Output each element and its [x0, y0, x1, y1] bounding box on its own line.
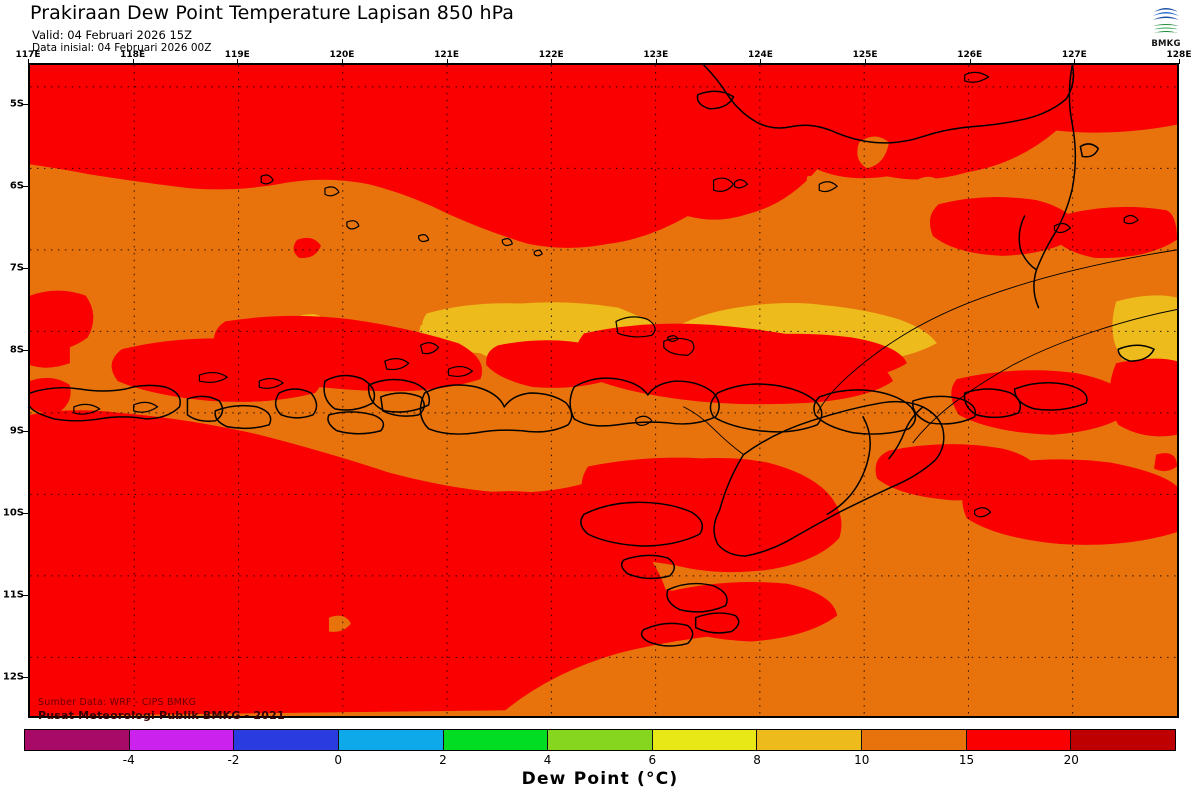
colorbar-segment[interactable] [548, 730, 653, 750]
initial-time-label: Data inisial: 04 Februari 2026 00Z [32, 42, 212, 54]
colorbar-tick-label: 6 [648, 753, 657, 767]
colorbar-tick-label: 10 [854, 753, 870, 767]
x-axis-tick-label: 125E [852, 50, 878, 60]
x-axis-tick-label: 117E [15, 50, 41, 60]
contour-fill-layer [30, 65, 1177, 716]
x-axis-tick [865, 59, 867, 64]
y-axis-tick-label: 10S [2, 507, 24, 519]
x-axis-tick [1074, 59, 1076, 64]
y-axis-tick [22, 431, 28, 433]
colorbar-segment[interactable] [652, 730, 758, 750]
colorbar-tick-label: 15 [958, 753, 975, 767]
y-axis-tick-label: 6S [9, 180, 24, 192]
x-axis-tick [1179, 59, 1180, 64]
x-axis-tick-label: 127E [1061, 50, 1087, 60]
x-axis-tick [341, 59, 343, 64]
colorbar-tick-label: 4 [543, 753, 552, 767]
x-axis-tick-label: 120E [329, 50, 355, 60]
x-axis-tick [446, 59, 448, 64]
colorbar[interactable] [24, 729, 1176, 751]
colorbar-segment[interactable] [862, 730, 967, 750]
y-axis-tick-label: 8S [9, 344, 24, 356]
colorbar-tick-label: -2 [227, 753, 240, 767]
y-axis-tick [22, 267, 28, 269]
colorbar-title: Dew Point (°C) [521, 769, 679, 789]
x-axis-tick-label: 121E [434, 50, 459, 60]
x-axis-tick [551, 59, 553, 64]
colorbar-tick-label: 8 [753, 753, 761, 767]
colorbar-segment[interactable] [757, 730, 863, 750]
x-axis-tick-label: 128E [1166, 50, 1192, 60]
y-axis-tick-label: 5S [9, 98, 24, 110]
x-axis-tick [760, 59, 762, 64]
y-axis-tick [22, 185, 28, 187]
bmkg-logo-icon [1151, 3, 1181, 37]
y-axis-tick-label: 9S [9, 425, 24, 437]
x-axis-tick [969, 59, 971, 64]
x-axis-tick-label: 123E [643, 50, 669, 60]
y-axis-tick [22, 349, 28, 351]
bmkg-logo: BMKG [1140, 3, 1192, 55]
dew-point-map[interactable] [28, 63, 1179, 718]
x-axis-tick [237, 59, 239, 64]
colorbar-segment[interactable] [443, 730, 549, 750]
x-axis-tick-label: 119E [224, 50, 250, 60]
colorbar-segment[interactable] [129, 730, 235, 750]
y-axis-tick-label: 12S [2, 671, 24, 683]
colorbar-tick-label: -4 [122, 753, 135, 767]
y-axis-tick-label: 11S [2, 589, 24, 601]
y-axis-tick [22, 103, 28, 105]
colorbar-segment[interactable] [966, 730, 1072, 750]
y-axis-tick [22, 677, 28, 679]
x-axis-tick-label: 126E [957, 50, 983, 60]
page-title: Prakiraan Dew Point Temperature Lapisan … [30, 2, 515, 24]
x-axis-tick-label: 122E [538, 50, 564, 60]
x-axis-tick-label: 124E [747, 50, 773, 60]
coastlines [30, 65, 1177, 647]
y-axis-tick [22, 595, 28, 597]
x-axis-tick [132, 59, 134, 64]
colorbar-tick-label: 0 [334, 753, 342, 767]
data-source-credit: Sumber Data: WRF - CIPS BMKG [38, 697, 197, 708]
valid-time-label: Valid: 04 Februari 2026 15Z [32, 28, 192, 42]
colorbar-segment[interactable] [234, 730, 339, 750]
x-axis-tick [655, 59, 657, 64]
map-canvas [30, 65, 1177, 716]
owner-credit: Pusat Meteorologi Publik BMKG - 2021 [38, 709, 285, 722]
colorbar-segment[interactable] [338, 730, 444, 750]
map-gridlines [30, 65, 1177, 716]
bmkg-logo-label: BMKG [1151, 39, 1181, 49]
colorbar-tick-label: 2 [439, 753, 447, 767]
colorbar-tick-label: 20 [1063, 753, 1079, 767]
x-axis-tick-label: 118E [120, 50, 146, 60]
y-axis-tick-label: 7S [9, 262, 24, 274]
x-axis-tick [28, 59, 29, 64]
colorbar-segment[interactable] [25, 730, 130, 750]
colorbar-segment[interactable] [1071, 730, 1176, 750]
y-axis-tick [22, 513, 28, 515]
